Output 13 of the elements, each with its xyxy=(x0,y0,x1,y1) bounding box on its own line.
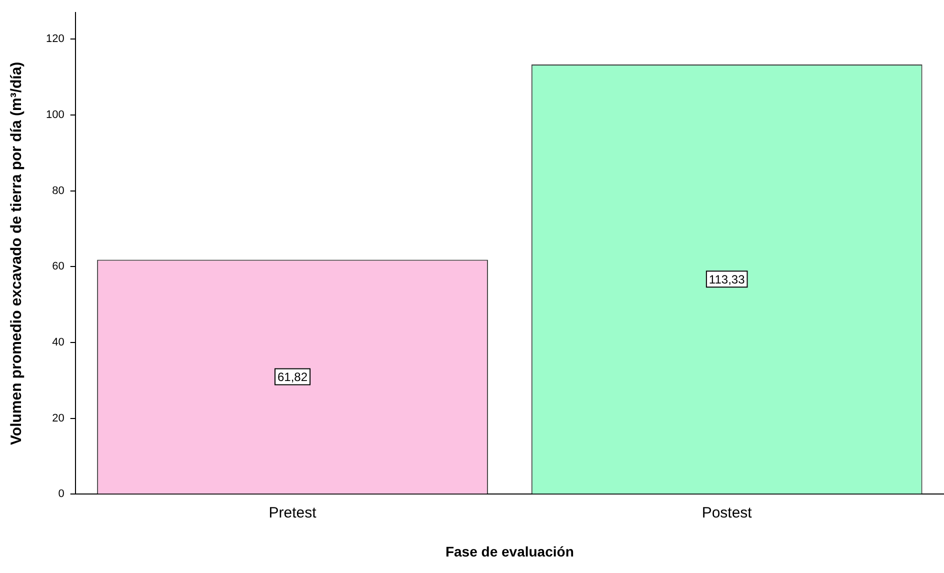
x-tick-label: Pretest xyxy=(268,504,318,522)
x-axis-title: Fase de evaluación xyxy=(445,543,574,560)
y-tick-label: 60 xyxy=(52,260,64,273)
y-tick-label: 120 xyxy=(46,33,64,46)
data-label: 61,82 xyxy=(278,370,308,384)
x-tick-label: Postest xyxy=(702,504,753,522)
y-tick-label: 20 xyxy=(52,412,64,424)
y-tick-label: 0 xyxy=(58,488,64,500)
y-axis-title: Volumen promedio excavado de tierra por día (m³/día) xyxy=(8,62,26,445)
y-tick-label: 40 xyxy=(52,336,64,349)
y-tick-label: 80 xyxy=(52,184,64,197)
y-tick-label: 100 xyxy=(46,109,64,122)
data-label: 113,33 xyxy=(708,272,746,286)
